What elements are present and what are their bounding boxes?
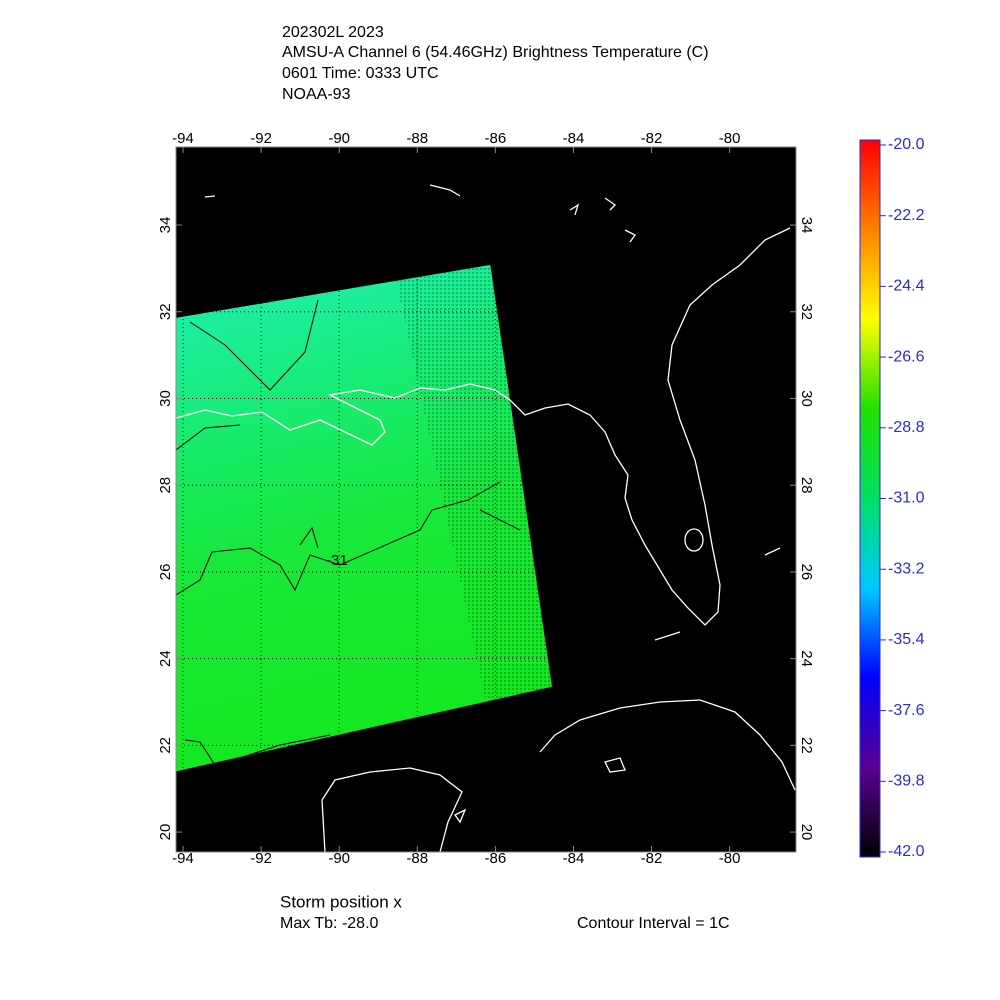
- x-tick-label: -90: [328, 850, 350, 867]
- colorbar-label: -39.8: [888, 773, 925, 790]
- colorbar-label: -37.6: [888, 702, 925, 719]
- coastlines: [176, 184, 796, 852]
- title-line: AMSU-A Channel 6 (54.46GHz) Brightness T…: [282, 44, 709, 61]
- storm-position: Storm position x: [280, 892, 402, 911]
- title-line: 0601 Time: 0333 UTC: [282, 65, 439, 82]
- x-tick-label: -92: [250, 850, 272, 867]
- title-line: NOAA-93: [282, 86, 351, 103]
- x-tick-label: -80: [719, 130, 741, 147]
- y-tick-label: 34: [798, 217, 815, 234]
- x-tick-label: -82: [641, 850, 663, 867]
- y-tick-label: 20: [157, 824, 174, 841]
- max-tb: Max Tb: -28.0: [280, 915, 379, 932]
- y-tick-label: 32: [157, 303, 174, 320]
- y-tick-label: 32: [798, 303, 815, 320]
- colorbar-scale: [859, 139, 881, 858]
- y-tick-label: 30: [157, 390, 174, 407]
- x-tick-label: -88: [406, 130, 428, 147]
- x-tick-label: -90: [328, 130, 350, 147]
- colorbar-label: -26.6: [888, 348, 925, 365]
- x-tick-label: -86: [485, 850, 507, 867]
- colorbar-label: -24.4: [888, 278, 925, 295]
- y-tick-label: 24: [157, 650, 174, 667]
- contour-label: -31: [326, 552, 348, 569]
- contour-interval: Contour Interval = 1C: [577, 915, 730, 932]
- colorbar-label: -28.8: [888, 419, 925, 436]
- colorbar-label: -35.4: [888, 631, 925, 648]
- x-tick-label: -88: [406, 850, 428, 867]
- map-frame: [175, 146, 797, 853]
- x-tick-label: -84: [563, 130, 585, 147]
- title-line: 202302L 2023: [282, 24, 384, 41]
- y-tick-label: 26: [157, 564, 174, 581]
- y-tick-label: 34: [157, 217, 174, 234]
- y-tick-label: 28: [157, 477, 174, 494]
- colorbar-label: -31.0: [888, 490, 925, 507]
- y-tick-label: 30: [798, 390, 815, 407]
- y-tick-label: 22: [157, 737, 174, 754]
- colorbar-label: -20.0: [888, 136, 925, 153]
- x-tick-label: -94: [172, 850, 194, 867]
- colorbar-label: -42.0: [888, 843, 925, 860]
- x-tick-label: -82: [641, 130, 663, 147]
- contours: [176, 299, 521, 766]
- grid-layer: [176, 264, 552, 772]
- y-tick-label: 28: [798, 477, 815, 494]
- x-tick-label: -92: [250, 130, 272, 147]
- x-tick-label: -94: [172, 130, 194, 147]
- y-tick-label: 20: [798, 824, 815, 841]
- y-tick-label: 24: [798, 650, 815, 667]
- x-tick-label: -84: [563, 850, 585, 867]
- x-tick-label: -80: [719, 850, 741, 867]
- y-tick-label: 22: [798, 737, 815, 754]
- y-tick-label: 26: [798, 564, 815, 581]
- x-tick-label: -86: [485, 130, 507, 147]
- colorbar: -20.0 -22.2 -24.4 -26.6 -28.8 -31.0 -33.2 -35.4…: [859, 136, 925, 860]
- axis-layer: -94 -94 -92 -92 -90 -90 -88 -88 -86 -86 -84 -84 -82 -…: [157, 130, 815, 867]
- colorbar-label: -33.2: [888, 560, 925, 577]
- colorbar-label: -22.2: [888, 207, 925, 224]
